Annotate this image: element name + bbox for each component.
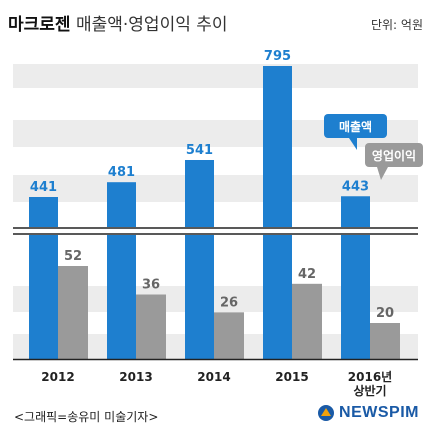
logo-text: NEWSPIM xyxy=(339,404,419,421)
sales-bar-2012 xyxy=(29,197,58,359)
op-profit-bar-2012 xyxy=(58,266,88,359)
title-company: 마크로젠 xyxy=(8,15,71,35)
legend-op-profit-pointer xyxy=(377,167,388,180)
grid-band-1 xyxy=(13,64,418,88)
legend-sales-label: 매출액 xyxy=(339,119,372,134)
x-tick-label: 2016년 xyxy=(348,370,392,384)
op-profit-value-label: 42 xyxy=(298,267,316,282)
axis-break-gap xyxy=(13,227,418,235)
newspim-logo-icon xyxy=(318,405,335,421)
sales-bar-2015 xyxy=(263,66,292,359)
x-tick-label: 상반기 xyxy=(353,383,386,398)
x-tick-label: 2012 xyxy=(41,370,74,384)
legend-op-profit-label: 영업이익 xyxy=(372,148,416,163)
op-profit-bar-2016년 xyxy=(370,323,400,359)
sales-bar-2016년 xyxy=(341,196,370,359)
sales-value-label: 795 xyxy=(264,49,291,64)
unit-label: 단위: 억원 xyxy=(370,18,423,32)
x-tick-label: 2014 xyxy=(197,370,230,384)
x-tick-label: 2013 xyxy=(119,370,152,384)
sales-value-label: 441 xyxy=(30,180,57,195)
op-profit-bar-2013 xyxy=(136,294,166,359)
op-profit-bar-2015 xyxy=(292,283,322,359)
op-profit-value-label: 52 xyxy=(64,249,82,264)
sales-value-label: 443 xyxy=(342,179,369,194)
sales-value-label: 541 xyxy=(186,143,213,158)
graphic-credit: <그래픽=송유미 미술기자> xyxy=(14,410,159,424)
op-profit-value-label: 20 xyxy=(376,306,394,321)
legend-sales-pointer xyxy=(349,138,357,150)
chart-title: 마크로젠 매출액·영업이익 추이 xyxy=(8,10,228,35)
op-profit-value-label: 36 xyxy=(142,278,160,293)
newspim-logo: NEWSPIM xyxy=(317,404,419,422)
title-subject: 매출액·영업이익 추이 xyxy=(75,15,228,35)
x-tick-label: 2015 xyxy=(275,370,308,384)
op-profit-bar-2014 xyxy=(214,312,244,359)
legend-op-profit-callout: 영업이익 xyxy=(365,143,423,180)
legend-sales-box xyxy=(324,114,387,138)
sales-value-label: 481 xyxy=(108,165,135,180)
legend-op-profit-box xyxy=(365,143,423,167)
op-profit-value-label: 26 xyxy=(220,295,238,310)
sales-bar-2014 xyxy=(185,159,214,359)
legend-sales-callout: 매출액 xyxy=(324,114,387,150)
sales-bar-2013 xyxy=(107,182,136,359)
